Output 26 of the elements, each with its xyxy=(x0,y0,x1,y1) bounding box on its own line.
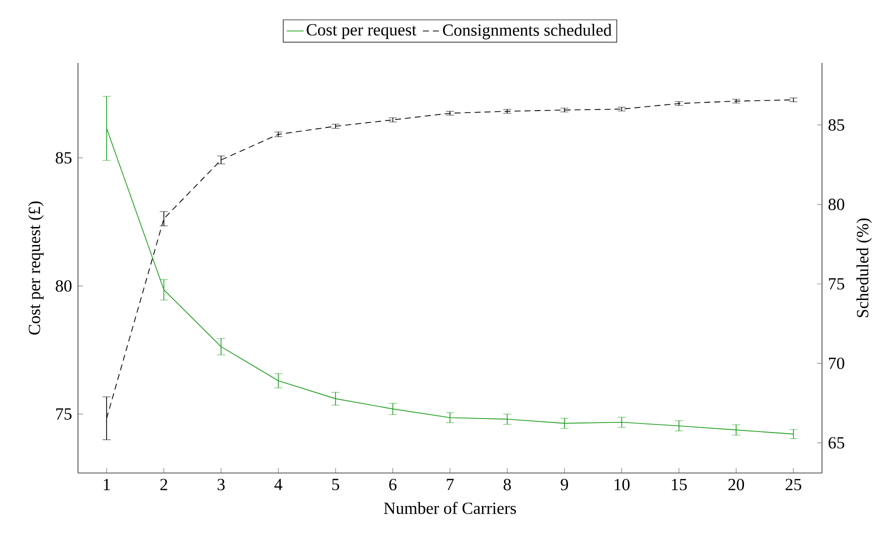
y2-tick-label: 70 xyxy=(829,358,844,370)
x-tick-label: 9 xyxy=(560,478,568,490)
y-tick-label: 75 xyxy=(56,408,72,420)
x-tick-label: 15 xyxy=(672,478,687,490)
y2-tick-label: 80 xyxy=(828,198,844,210)
x-tick-label: 8 xyxy=(504,478,511,490)
x-tick-label: 10 xyxy=(614,478,630,490)
x-tick-label: 25 xyxy=(786,478,802,490)
y-tick-label: 85 xyxy=(56,152,72,164)
x-tick-label: 4 xyxy=(274,478,282,490)
x-tick-label: 1 xyxy=(104,478,110,490)
y-axis-title: Cost per request (£) xyxy=(28,201,44,335)
x-tick-label: 6 xyxy=(389,478,397,490)
x-tick-label: 3 xyxy=(218,478,225,490)
legend-label: Consignments scheduled xyxy=(442,24,612,40)
x-tick-label: 20 xyxy=(728,478,744,490)
y-tick-label: 80 xyxy=(56,280,72,292)
legend-label: Cost per request xyxy=(306,24,416,40)
y2-tick-label: 75 xyxy=(829,278,844,290)
x-tick-label: 5 xyxy=(332,478,340,490)
x-tick-label: 7 xyxy=(446,478,454,490)
y2-tick-label: 65 xyxy=(828,437,844,449)
x-tick-label: 2 xyxy=(160,478,168,490)
x-axis-title: Number of Carriers xyxy=(384,502,516,514)
y2-axis-title: Scheduled (%) xyxy=(856,218,872,318)
y2-tick-label: 85 xyxy=(828,119,844,131)
